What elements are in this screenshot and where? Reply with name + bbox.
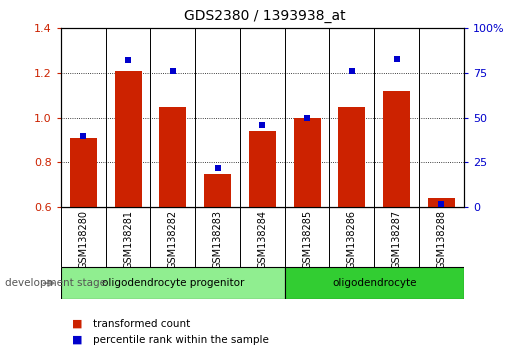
Point (303, 115, 311, 120)
Point (169, 68, 177, 74)
Text: development stage: development stage (5, 278, 107, 288)
Text: GSM138286: GSM138286 (347, 210, 357, 269)
Text: transformed count: transformed count (93, 319, 190, 329)
Point (214, 165, 222, 171)
Bar (339, 107, 365, 207)
Text: GSM138284: GSM138284 (258, 210, 267, 269)
Text: GDS2380 / 1393938_at: GDS2380 / 1393938_at (184, 9, 346, 23)
Text: GSM138283: GSM138283 (213, 210, 223, 269)
Bar (61, 267, 285, 299)
Point (392, 56, 401, 62)
Bar (294, 118, 321, 207)
Text: GSM138287: GSM138287 (392, 210, 402, 269)
Bar (70, 138, 97, 207)
Text: GSM138280: GSM138280 (78, 210, 89, 269)
Text: ■: ■ (72, 335, 82, 345)
Bar (160, 107, 186, 207)
Point (124, 58, 132, 63)
Text: GSM138282: GSM138282 (168, 210, 178, 269)
Bar (114, 71, 142, 207)
Point (258, 122, 267, 128)
Text: oligodendrocyte progenitor: oligodendrocyte progenitor (102, 278, 244, 288)
Point (348, 68, 356, 74)
Text: percentile rank within the sample: percentile rank within the sample (93, 335, 269, 345)
Bar (428, 198, 455, 207)
Text: GSM138285: GSM138285 (302, 210, 312, 269)
Point (79, 133, 87, 138)
Bar (249, 131, 276, 207)
Text: GSM138281: GSM138281 (123, 210, 133, 269)
Text: oligodendrocyte: oligodendrocyte (332, 278, 417, 288)
Bar (383, 91, 410, 207)
Text: ■: ■ (72, 319, 82, 329)
Text: GSM138288: GSM138288 (436, 210, 446, 269)
Point (437, 201, 446, 206)
Bar (204, 173, 231, 207)
Bar (285, 267, 464, 299)
